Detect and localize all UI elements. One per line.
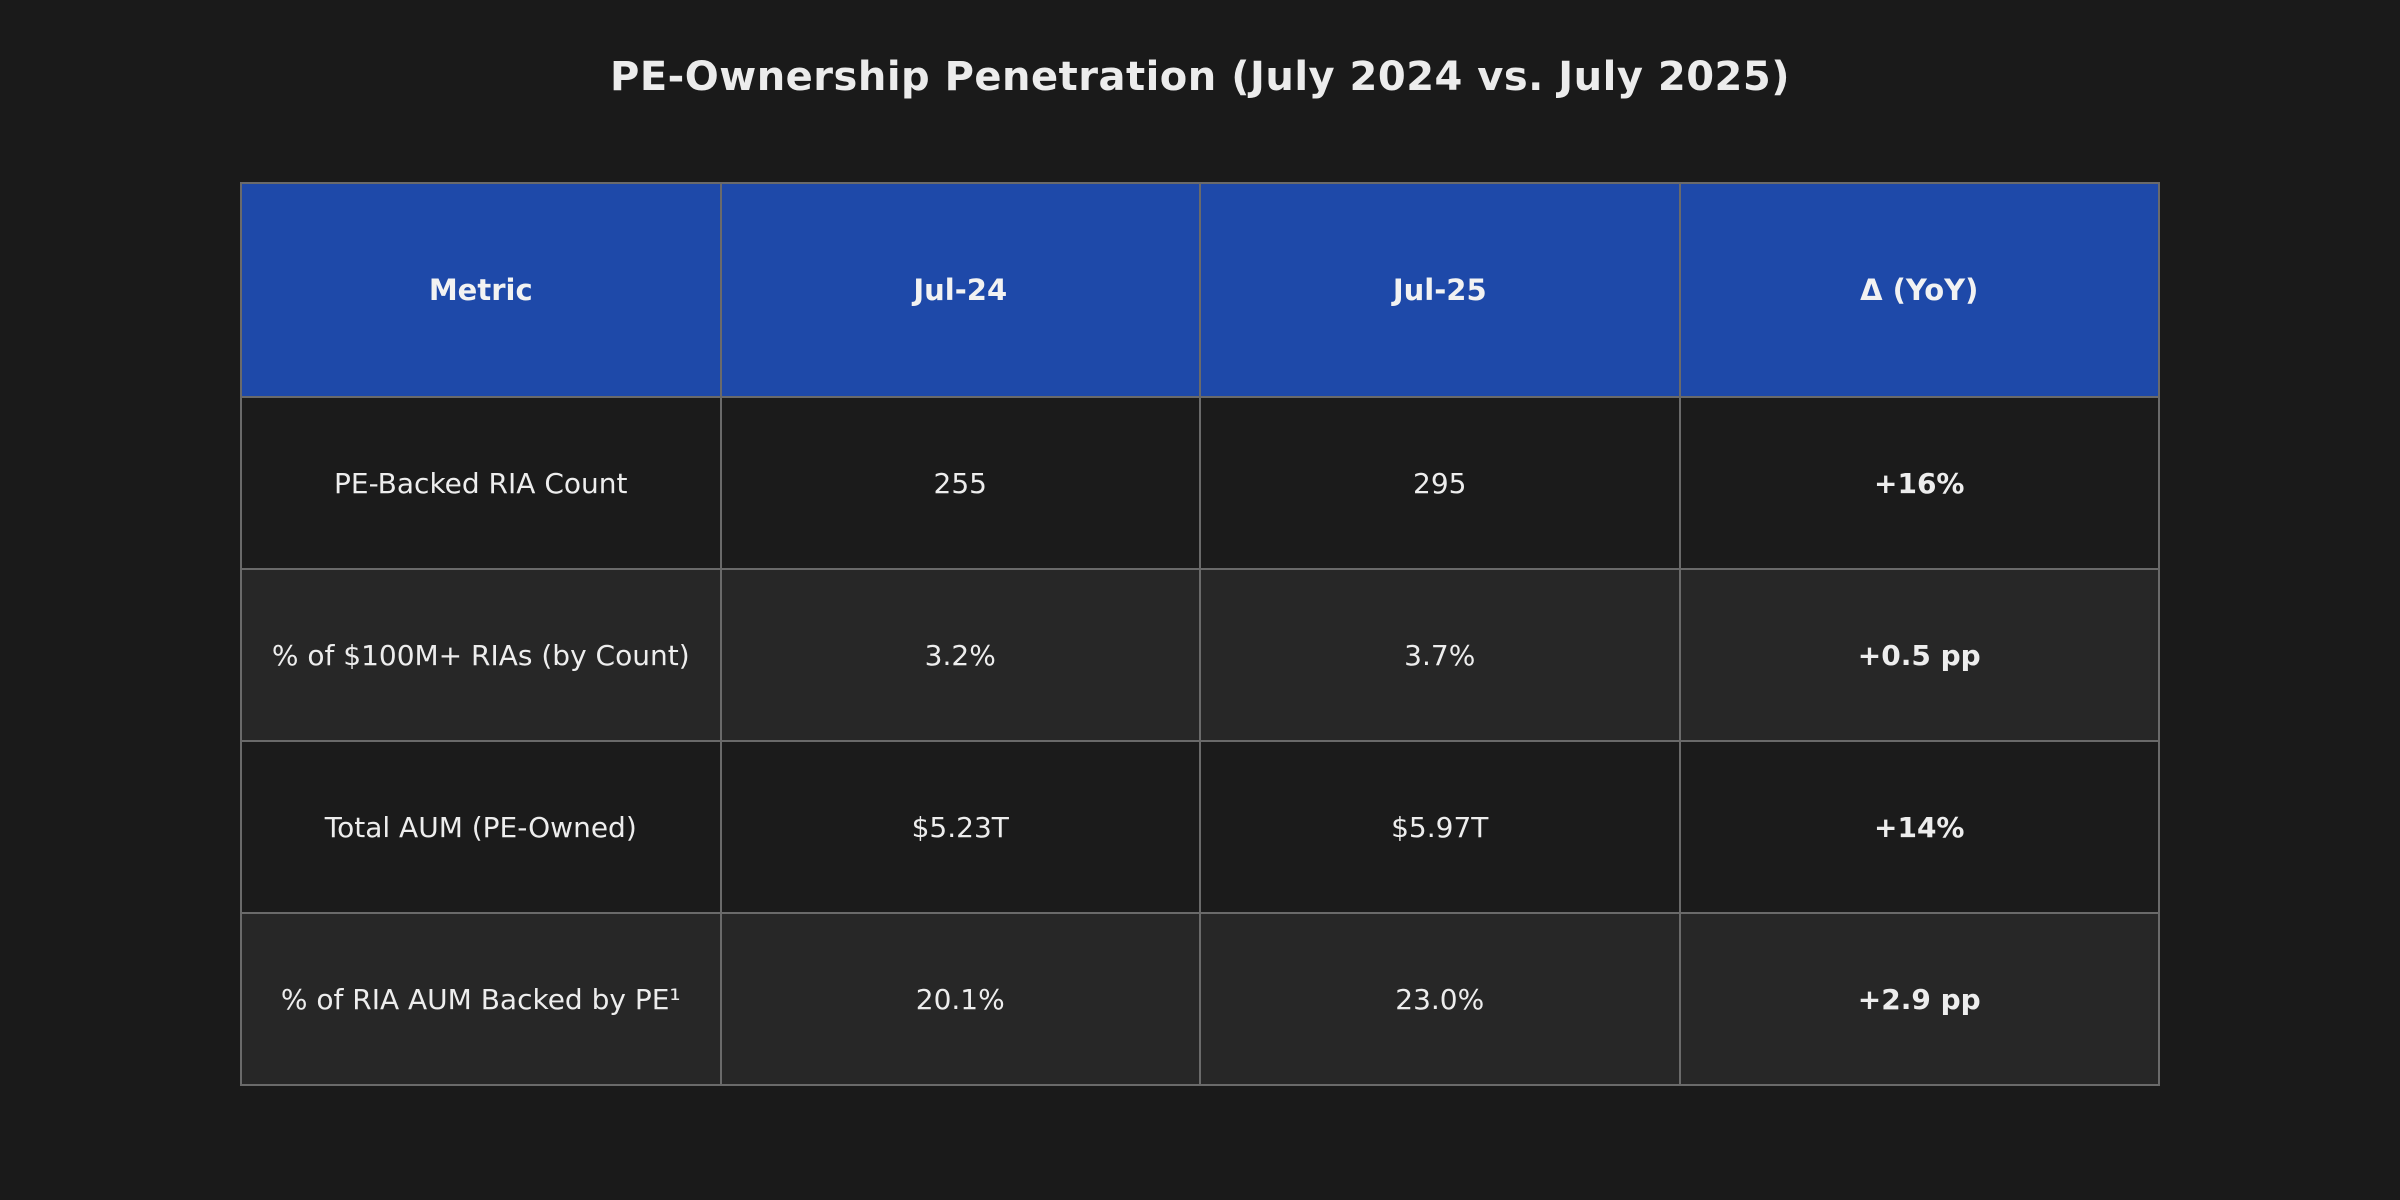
table-row-total-aum-pe-owned: Total AUM (PE-Owned) $5.23T $5.97T +14%	[240, 740, 2160, 914]
jul-24-value: 255	[719, 396, 1201, 570]
metric-label: PE-Backed RIA Count	[240, 396, 722, 570]
jul-24-value: $5.23T	[719, 740, 1201, 914]
table-row-pct-100m-rias-by-count: % of $100M+ RIAs (by Count) 3.2% 3.7% +0…	[240, 568, 2160, 742]
column-header-delta-yoy: Δ (YoY)	[1678, 182, 2160, 398]
metric-label: % of RIA AUM Backed by PE¹	[240, 912, 722, 1086]
header-row: Metric Jul-24 Jul-25 Δ (YoY)	[240, 182, 2160, 398]
page-title: PE-Ownership Penetration (July 2024 vs. …	[610, 54, 1790, 100]
metric-label: % of $100M+ RIAs (by Count)	[240, 568, 722, 742]
metric-label: Total AUM (PE-Owned)	[240, 740, 722, 914]
table-row-pct-ria-aum-backed-by-pe: % of RIA AUM Backed by PE¹ 20.1% 23.0% +…	[240, 912, 2160, 1086]
pe-ownership-table: Metric Jul-24 Jul-25 Δ (YoY) PE-Backed R…	[240, 182, 2160, 1086]
column-header-jul-24: Jul-24	[719, 182, 1201, 398]
column-header-jul-25: Jul-25	[1199, 182, 1681, 398]
delta-yoy-value: +16%	[1678, 396, 2160, 570]
jul-25-value: 295	[1199, 396, 1681, 570]
table-row-pe-backed-ria-count: PE-Backed RIA Count 255 295 +16%	[240, 396, 2160, 570]
jul-25-value: $5.97T	[1199, 740, 1681, 914]
jul-24-value: 20.1%	[719, 912, 1201, 1086]
delta-yoy-value: +0.5 pp	[1678, 568, 2160, 742]
table-body: PE-Backed RIA Count 255 295 +16% % of $1…	[240, 396, 2160, 1086]
jul-25-value: 23.0%	[1199, 912, 1681, 1086]
column-header-metric: Metric	[240, 182, 722, 398]
delta-yoy-value: +14%	[1678, 740, 2160, 914]
jul-24-value: 3.2%	[719, 568, 1201, 742]
jul-25-value: 3.7%	[1199, 568, 1681, 742]
delta-yoy-value: +2.9 pp	[1678, 912, 2160, 1086]
table-header: Metric Jul-24 Jul-25 Δ (YoY)	[240, 182, 2160, 398]
